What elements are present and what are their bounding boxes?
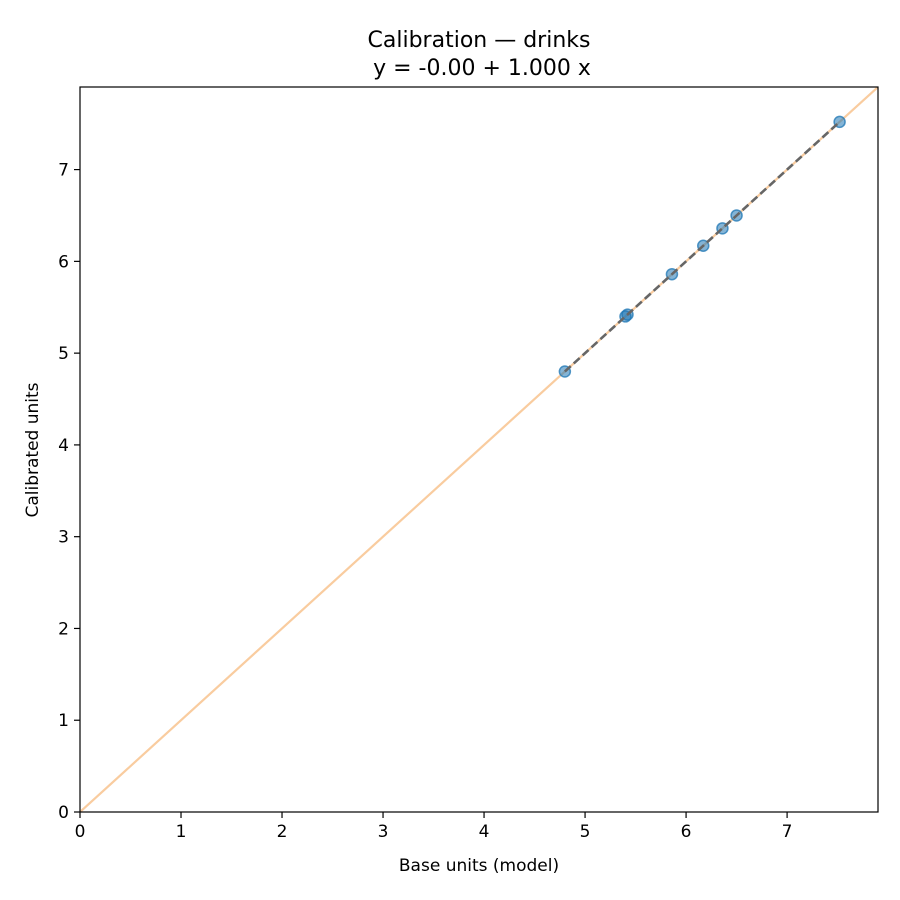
y-tick-label: 4 — [58, 436, 69, 456]
x-tick-label: 6 — [681, 822, 692, 842]
chart-subtitle: y = -0.00 + 1.000 x — [373, 56, 591, 81]
y-tick-label: 5 — [58, 344, 69, 364]
plot-frame — [79, 86, 879, 813]
y-tick-label: 6 — [58, 252, 69, 272]
y-tick-label: 2 — [58, 619, 69, 639]
x-axis-label: Base units (model) — [399, 856, 559, 876]
x-tick-label: 1 — [176, 822, 187, 842]
x-tick-label: 7 — [782, 822, 793, 842]
axes: 0 1 2 3 4 5 6 7 0 1 2 3 4 5 6 7 — [58, 86, 879, 842]
y-tick-label: 7 — [58, 161, 69, 181]
x-tick-label: 0 — [75, 822, 86, 842]
x-tick-label: 5 — [580, 822, 591, 842]
y-tick-label: 3 — [58, 528, 69, 548]
y-tick-label: 0 — [58, 803, 69, 823]
fit-line — [563, 120, 841, 373]
x-tick-label: 4 — [479, 822, 490, 842]
x-tick-label: 3 — [378, 822, 389, 842]
chart-title: Calibration — drinks — [368, 28, 591, 53]
x-tick-label: 2 — [277, 822, 288, 842]
y-axis-label: Calibrated units — [23, 382, 43, 517]
data-marks — [80, 87, 878, 812]
y-tick-label: 1 — [58, 711, 69, 731]
